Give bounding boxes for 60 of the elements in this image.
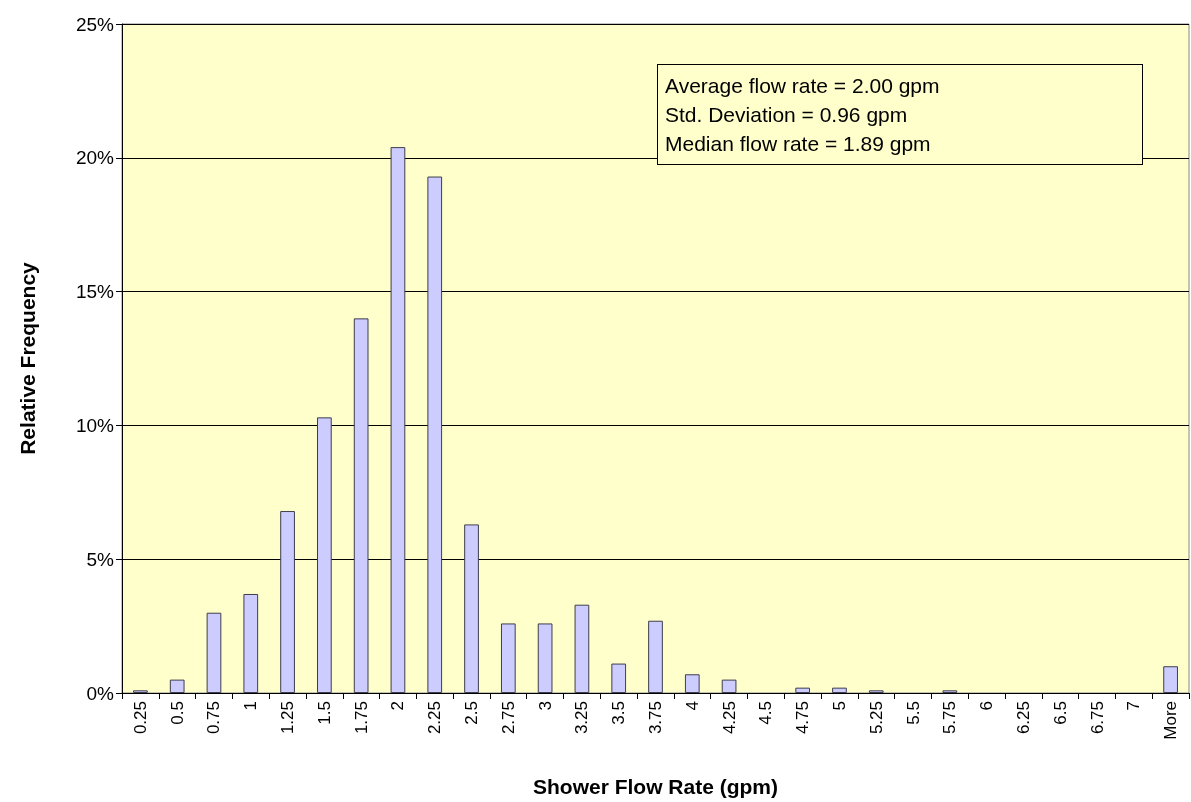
x-tick-label: 3.75 [646, 701, 665, 735]
y-tick-label: 15% [75, 281, 115, 303]
x-tick-label: 4.5 [756, 701, 776, 725]
x-tick-label: 6 [977, 701, 997, 711]
bar [353, 318, 369, 693]
bar [832, 687, 847, 693]
bar [500, 623, 516, 693]
x-tick-label: 4 [682, 701, 702, 711]
bar [243, 593, 259, 693]
x-axis-title: Shower Flow Rate (gpm) [532, 775, 779, 798]
y-tick-label: 0% [86, 682, 115, 704]
bar [280, 511, 295, 693]
bar [1163, 666, 1178, 693]
annotation: Median flow rate = 1.89 gpm [665, 131, 932, 157]
bar [464, 524, 479, 693]
x-tick-label: 1.25 [278, 701, 298, 735]
bar [390, 147, 406, 693]
bar [537, 623, 553, 693]
x-tick-label: 2.75 [498, 701, 518, 735]
bar [721, 679, 737, 693]
x-tick-label: 0.5 [167, 701, 187, 725]
x-tick-label: 3 [535, 701, 555, 711]
x-tick-label: More [1161, 701, 1181, 740]
x-tick-label: 0.25 [130, 701, 150, 735]
x-tick-label: 6.25 [1013, 701, 1033, 735]
x-tick-label: 5 [829, 701, 849, 711]
x-tick-label: 1.5 [314, 701, 334, 725]
x-tick-label: 3.25 [572, 701, 592, 735]
annotation: Average flow rate = 2.00 gpm [665, 73, 941, 99]
bar [169, 679, 185, 693]
x-tick-label: 5.5 [903, 701, 923, 725]
x-tick-label: 4.25 [719, 701, 739, 735]
x-tick-label: 2.25 [425, 701, 445, 735]
x-tick-label: 6.5 [1050, 701, 1070, 725]
x-tick-label: 0.75 [204, 701, 224, 735]
bar [206, 612, 222, 693]
bar [795, 687, 811, 693]
annotation: Std. Deviation = 0.96 gpm [665, 102, 909, 128]
bar [427, 176, 443, 693]
x-tick-label: 7 [1124, 701, 1144, 711]
y-tick-label: 10% [75, 414, 115, 436]
x-tick-label: 2 [388, 701, 408, 711]
x-tick-label: 1.75 [351, 701, 371, 735]
x-tick-label: 3.5 [609, 701, 629, 725]
y-tick-label: 20% [75, 147, 115, 169]
bar [648, 620, 663, 693]
y-axis-title: Relative Frequency [16, 261, 39, 455]
bar [684, 674, 700, 693]
x-tick-label: 6.75 [1087, 701, 1107, 735]
x-tick-label: 5.75 [940, 701, 960, 735]
x-tick-label: 2.5 [462, 701, 482, 725]
y-tick-label: 5% [86, 548, 115, 570]
y-tick-label: 25% [75, 13, 115, 35]
x-tick-label: 5.25 [866, 701, 886, 735]
x-tick-label: 4.75 [793, 701, 813, 735]
bar [611, 663, 627, 693]
bar [574, 604, 590, 693]
x-tick-label: 1 [241, 701, 261, 711]
bar [317, 417, 332, 693]
text-box: Average flow rate = 2.00 gpm Std. Deviation = 0.96 gpm Median flow rate = 1.89 gpm [657, 64, 1143, 165]
